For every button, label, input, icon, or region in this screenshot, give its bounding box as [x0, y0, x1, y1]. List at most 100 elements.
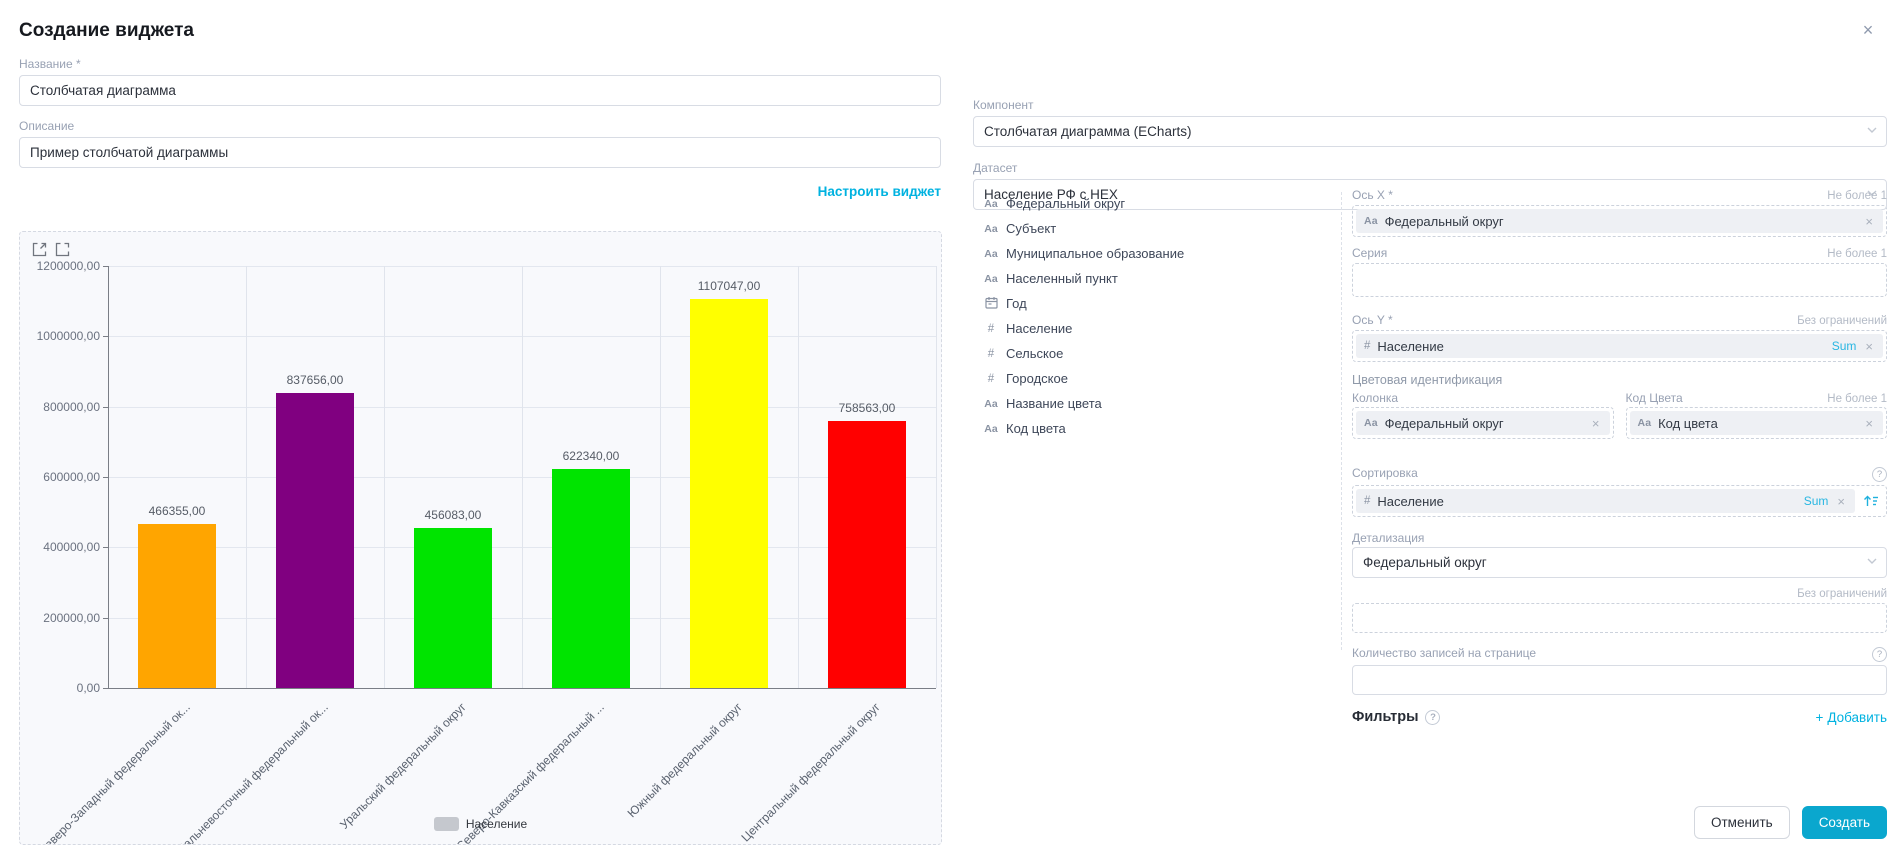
color-column-chip[interactable]: Аа Федеральный округ ×: [1356, 411, 1610, 435]
y-axis-label: Ось Y *: [1352, 313, 1393, 327]
color-section-title: Цветовая идентификация: [1352, 373, 1503, 387]
y-axis-tick: [103, 477, 108, 478]
name-input[interactable]: [19, 75, 941, 106]
chevron-down-icon: [1867, 190, 1877, 196]
y-axis-tick: [103, 688, 108, 689]
close-icon[interactable]: ×: [1862, 20, 1874, 40]
dataset-field-item[interactable]: Аа Федеральный округ: [983, 196, 1323, 211]
y-axis-chip[interactable]: # Население Sum ×: [1356, 334, 1883, 358]
dataset-field-item[interactable]: Аа Код цвета: [983, 421, 1323, 436]
cancel-button[interactable]: Отменить: [1694, 806, 1790, 839]
aggregation-tag[interactable]: Sum: [1831, 339, 1857, 353]
add-filter-text: Добавить: [1827, 709, 1887, 725]
description-input[interactable]: [19, 137, 941, 168]
component-select[interactable]: Столбчатая диаграмма (ECharts): [973, 116, 1887, 147]
dataset-label: Датасет: [973, 161, 1018, 175]
help-icon[interactable]: ?: [1872, 647, 1887, 662]
chart-legend-item[interactable]: Население: [20, 817, 941, 831]
number-field-icon: #: [987, 372, 995, 385]
y-tick-label: 1200000,00: [36, 259, 100, 273]
sorting-chip[interactable]: # Население Sum ×: [1356, 489, 1855, 513]
x-axis-limit: Не более 1: [1827, 190, 1887, 202]
aggregation-tag[interactable]: Sum: [1803, 494, 1829, 508]
dataset-field-item[interactable]: Год: [983, 296, 1323, 311]
component-select-value: Столбчатая диаграмма (ECharts): [984, 124, 1192, 139]
y-axis-limit: Без ограничений: [1797, 315, 1887, 327]
chart-preview-panel: 1200000,00 1000000,00 800000,00 600000,00 40…: [19, 231, 942, 845]
remove-icon[interactable]: ×: [1837, 493, 1845, 509]
help-icon[interactable]: ?: [1425, 709, 1441, 725]
dataset-field-item[interactable]: Аа Название цвета: [983, 396, 1323, 411]
bar[interactable]: [138, 524, 216, 688]
string-type-icon: Аа: [1364, 215, 1378, 227]
bar[interactable]: [414, 528, 492, 688]
field-name: Населенный пункт: [1006, 271, 1118, 286]
bar[interactable]: [690, 299, 768, 688]
help-icon[interactable]: ?: [1872, 467, 1887, 482]
x-axis-line: [108, 688, 936, 689]
string-field-icon: Аа: [984, 222, 998, 235]
legend-label: Население: [465, 817, 528, 831]
bar-value-label: 1107047,00: [697, 279, 761, 293]
x-axis-label: Ось X *: [1352, 188, 1393, 202]
dialog-footer: Отменить Создать: [0, 806, 1887, 839]
detail-select[interactable]: Федеральный округ: [1352, 547, 1887, 578]
gridline-vertical: [936, 266, 937, 688]
widget-meta-form: Название * Описание Настроить виджет: [19, 57, 941, 199]
create-button[interactable]: Создать: [1801, 806, 1887, 839]
bar-value-label: 456083,00: [424, 508, 482, 522]
string-field-icon: Аа: [984, 422, 998, 435]
dataset-fields-list: Аа Федеральный округ Аа Субъект Аа Муниципаль…: [983, 196, 1323, 446]
field-name: Городское: [1006, 371, 1068, 386]
color-code-dropzone[interactable]: Аа Код цвета ×: [1625, 407, 1887, 439]
detail-select-value: Федеральный округ: [1363, 555, 1487, 570]
chevron-down-icon: [1867, 558, 1877, 564]
y-tick-label: 800000,00: [43, 400, 100, 414]
widget-config-column: Ось X * Не более 1 Аа Федеральный округ …: [1352, 188, 1887, 725]
y-tick-label: 600000,00: [43, 470, 100, 484]
remove-icon[interactable]: ×: [1865, 415, 1873, 431]
x-axis-chip[interactable]: Аа Федеральный округ ×: [1356, 209, 1883, 233]
color-code-chip[interactable]: Аа Код цвета ×: [1629, 411, 1883, 435]
remove-icon[interactable]: ×: [1865, 338, 1873, 354]
description-label: Описание: [19, 119, 75, 133]
sort-direction-icon[interactable]: [1863, 494, 1879, 508]
legend-swatch: [433, 817, 459, 831]
dataset-field-item[interactable]: # Сельское: [983, 346, 1323, 361]
remove-icon[interactable]: ×: [1865, 213, 1873, 229]
x-axis-dropzone[interactable]: Аа Федеральный округ ×: [1352, 205, 1887, 237]
plus-icon: +: [1815, 709, 1824, 725]
y-axis-tick: [103, 407, 108, 408]
number-field-icon: #: [987, 347, 995, 360]
bar[interactable]: [276, 393, 354, 688]
color-column-dropzone[interactable]: Аа Федеральный округ ×: [1352, 407, 1614, 439]
series-limit: Не более 1: [1827, 248, 1887, 260]
y-tick-label: 0,00: [76, 681, 100, 695]
y-tick-label: 1000000,00: [36, 329, 100, 343]
dataset-field-item[interactable]: # Население: [983, 321, 1323, 336]
gridline-vertical: [798, 266, 799, 688]
bar[interactable]: [828, 421, 906, 688]
remove-icon[interactable]: ×: [1591, 415, 1600, 431]
string-field-icon: Аа: [984, 397, 998, 410]
configure-widget-link[interactable]: Настроить виджет: [817, 184, 941, 199]
bar[interactable]: [552, 469, 630, 688]
extra-dropzone[interactable]: [1352, 603, 1887, 633]
series-dropzone[interactable]: [1352, 263, 1887, 297]
dataset-field-item[interactable]: Аа Субъект: [983, 221, 1323, 236]
dataset-field-item[interactable]: # Городское: [983, 371, 1323, 386]
page-title: Создание виджета: [19, 20, 194, 41]
field-name: Год: [1006, 296, 1027, 311]
zoom-select-icon[interactable]: [32, 242, 47, 257]
zoom-restore-icon[interactable]: [55, 242, 70, 257]
dataset-field-item[interactable]: Аа Населенный пункт: [983, 271, 1323, 286]
add-filter-link[interactable]: + Добавить: [1815, 710, 1887, 725]
y-axis-dropzone[interactable]: # Население Sum ×: [1352, 330, 1887, 362]
bar-value-label: 466355,00: [148, 504, 206, 518]
sorting-label: Сортировка: [1352, 466, 1418, 480]
dataset-field-item[interactable]: Аа Муниципальное образование: [983, 246, 1323, 261]
page-size-input[interactable]: [1352, 665, 1887, 695]
series-label: Серия: [1352, 246, 1388, 260]
sorting-dropzone[interactable]: # Население Sum ×: [1352, 485, 1887, 517]
field-name: Код цвета: [1006, 421, 1066, 436]
